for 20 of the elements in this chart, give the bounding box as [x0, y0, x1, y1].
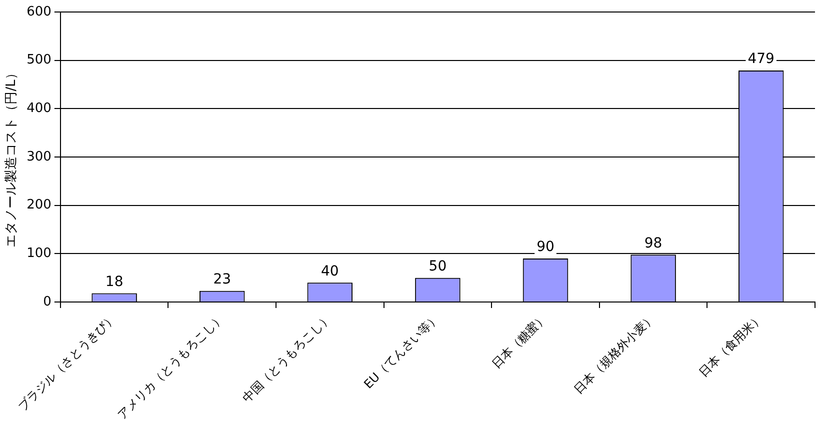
y-axis-title: エタノール製造コスト（円/L） — [4, 66, 20, 248]
x-tick-label: 日本（規格外小麦） — [571, 310, 658, 397]
x-tick-label: 日本（糖蜜） — [489, 310, 550, 372]
y-tick-label: 500 — [26, 52, 52, 68]
data-label: 90 — [536, 239, 554, 256]
data-label: 23 — [213, 272, 232, 288]
data-label: 50 — [428, 258, 447, 274]
x-tick-label: EU（てんさい等） — [361, 310, 442, 392]
data-label: 18 — [105, 274, 124, 290]
data-label: 98 — [644, 235, 662, 252]
y-tick-label: 300 — [26, 149, 52, 164]
x-tick-label: 中国（とうもろこし） — [239, 310, 334, 406]
y-tick-label: 600 — [26, 4, 52, 20]
y-tick-label: 100 — [26, 246, 52, 262]
data-label: 40 — [320, 263, 339, 280]
y-tick-label: 400 — [26, 101, 52, 116]
data-label: 479 — [748, 51, 774, 68]
y-tick-label: 0 — [43, 294, 52, 310]
y-tick-label: 200 — [26, 198, 52, 213]
x-tick-label: 日本（食用米） — [696, 310, 766, 380]
